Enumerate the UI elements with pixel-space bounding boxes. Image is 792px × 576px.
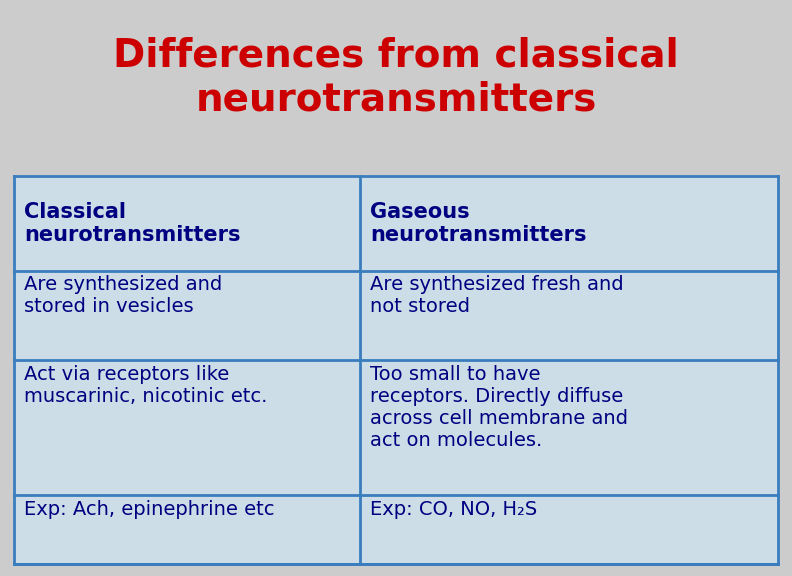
Text: Gaseous
neurotransmitters: Gaseous neurotransmitters	[370, 202, 586, 245]
Text: Classical
neurotransmitters: Classical neurotransmitters	[24, 202, 240, 245]
Text: Are synthesized fresh and
not stored: Are synthesized fresh and not stored	[370, 275, 623, 316]
Text: Are synthesized and
stored in vesicles: Are synthesized and stored in vesicles	[24, 275, 222, 316]
Text: Differences from classical
neurotransmitters: Differences from classical neurotransmit…	[113, 37, 679, 119]
Bar	[14, 176, 778, 564]
Text: Exp: CO, NO, H₂S: Exp: CO, NO, H₂S	[370, 500, 537, 519]
Text: Exp: Ach, epinephrine etc: Exp: Ach, epinephrine etc	[24, 500, 274, 519]
Text: Act via receptors like
muscarinic, nicotinic etc.: Act via receptors like muscarinic, nicot…	[24, 365, 267, 406]
Text: Too small to have
receptors. Directly diffuse
across cell membrane and
act on mo: Too small to have receptors. Directly di…	[370, 365, 628, 450]
